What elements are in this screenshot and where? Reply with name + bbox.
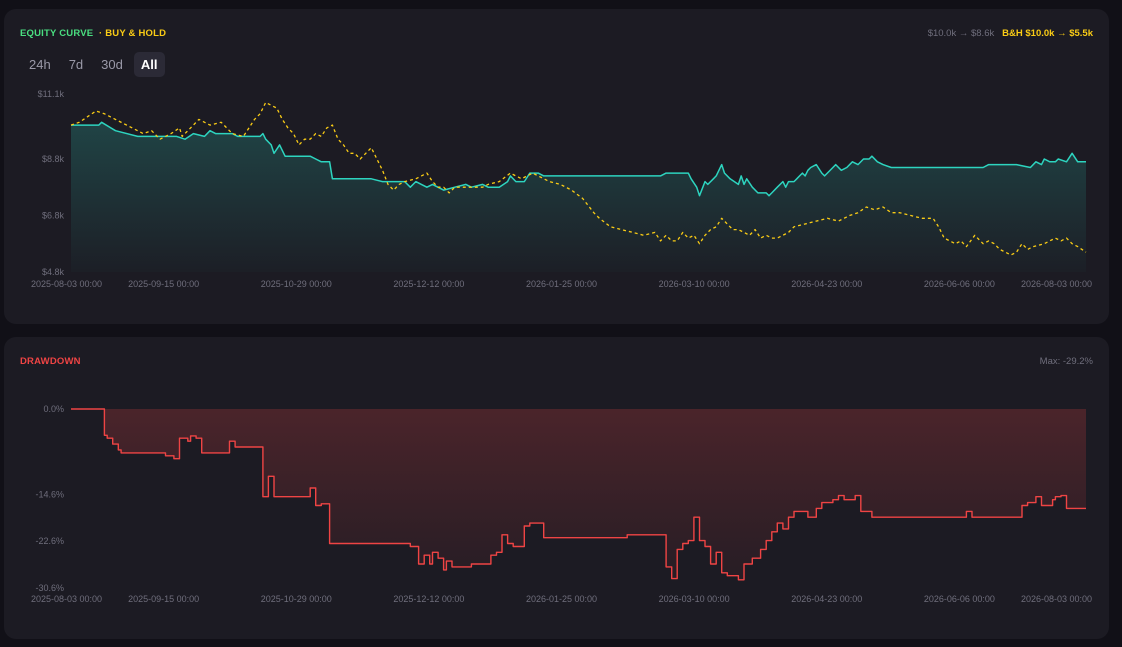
- x-tick-label: 2025-10-29 00:00: [261, 279, 332, 289]
- tab-30d[interactable]: 30d: [101, 57, 123, 72]
- x-tick-label: 2026-04-23 00:00: [791, 594, 862, 604]
- x-tick-label: 2026-06-06 00:00: [924, 594, 995, 604]
- x-tick-label: 2025-12-12 00:00: [393, 594, 464, 604]
- y-tick-label: -30.6%: [35, 583, 64, 593]
- x-tick-label: 2025-12-12 00:00: [393, 279, 464, 289]
- bh-summary: B&H $10.0k → $5.5k: [1002, 28, 1093, 39]
- x-tick-label: 2025-08-03 00:00: [31, 594, 102, 604]
- time-range-tabs: 24h 7d 30d All: [22, 52, 165, 77]
- x-tick-label: 2026-03-10 00:00: [659, 594, 730, 604]
- tab-7d[interactable]: 7d: [68, 57, 84, 72]
- x-tick-label: 2025-10-29 00:00: [261, 594, 332, 604]
- x-tick-label: 2026-01-25 00:00: [526, 594, 597, 604]
- y-tick-label: $6.8k: [42, 210, 65, 220]
- x-tick-label: 2025-09-15 00:00: [128, 279, 199, 289]
- buy-hold-label: · BUY & HOLD: [99, 28, 167, 39]
- drawdown-title: DRAWDOWN: [20, 356, 81, 367]
- y-tick-label: -22.6%: [35, 536, 64, 546]
- drawdown-chart: 0.0% -14.6% -22.6% -30.6%2025-08-03 00:00 20…: [31, 404, 1092, 604]
- buy-hold-line: [70, 101, 1087, 256]
- y-tick-label: 0.0%: [43, 404, 64, 414]
- x-tick-label: 2025-09-15 00:00: [128, 594, 199, 604]
- tab-all[interactable]: All: [133, 52, 165, 77]
- equity-chart-title: EQUITY CURVE · BUY & HOLD: [20, 28, 166, 39]
- tab-24h[interactable]: 24h: [29, 57, 51, 72]
- y-tick-label: $4.8k: [42, 267, 65, 277]
- x-tick-label: 2026-06-06 00:00: [924, 279, 995, 289]
- drawdown-line: [71, 408, 1086, 581]
- strategy-line: [71, 121, 1086, 197]
- equity-chart: $11.1k $8.8k $6.8k $4.8k 2025-08-03 00:00 202…: [31, 89, 1092, 289]
- max-drawdown-label: Max: -29.2%: [1039, 356, 1093, 367]
- drawdown-panel: DRAWDOWN Max: -29.2% 0.0% -14.6% -22.6% -30…: [4, 337, 1109, 639]
- equity-curve-label: EQUITY CURVE: [20, 28, 94, 39]
- x-tick-label: 2026-04-23 00:00: [791, 279, 862, 289]
- strategy-area: [71, 122, 1086, 272]
- drawdown-area: [71, 409, 1086, 580]
- y-tick-label: $8.8k: [42, 154, 65, 164]
- equity-summary: $10.0k → $8.6k B&H $10.0k → $5.5k: [928, 28, 1093, 39]
- x-tick-label: 2026-01-25 00:00: [526, 279, 597, 289]
- equity-curve-panel: EQUITY CURVE · BUY & HOLD $10.0k → $8.6k…: [4, 9, 1109, 324]
- x-tick-label: 2026-08-03 00:00: [1021, 279, 1092, 289]
- x-tick-label: 2026-03-10 00:00: [659, 279, 730, 289]
- x-tick-label: 2025-08-03 00:00: [31, 279, 102, 289]
- y-tick-label: $11.1k: [38, 89, 65, 99]
- strategy-summary: $10.0k → $8.6k: [927, 28, 995, 39]
- y-tick-label: -14.6%: [35, 489, 64, 499]
- x-tick-label: 2026-08-03 00:00: [1021, 594, 1092, 604]
